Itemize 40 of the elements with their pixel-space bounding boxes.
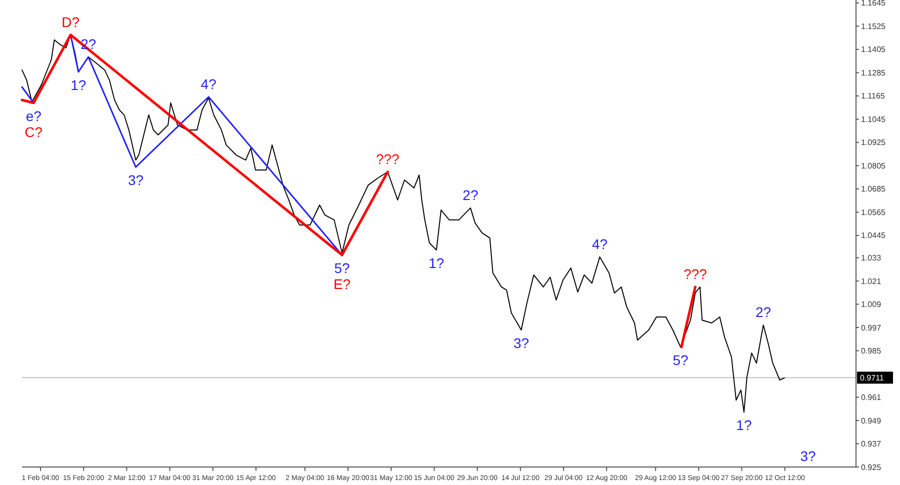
annotation: 3?: [800, 448, 816, 464]
y-tick-label: 1.0445: [861, 231, 886, 240]
ref-line-label: 0.9711: [860, 373, 884, 382]
annotation: ???: [684, 266, 708, 282]
annotation: E?: [333, 276, 351, 292]
y-tick-label: 1.0925: [861, 138, 886, 148]
y-tick-label: 0.925: [861, 462, 882, 472]
annotation: D?: [62, 14, 80, 30]
y-tick-label: 1.1525: [861, 22, 886, 31]
annotation: C?: [24, 124, 43, 140]
annotation: 4?: [200, 76, 217, 92]
y-tick-label: 1.033: [861, 254, 882, 263]
annotation: 1?: [70, 76, 86, 93]
annotation: e?: [26, 108, 42, 124]
y-tick-label: 1.0805: [861, 161, 886, 170]
y-tick-label: 1.021: [861, 276, 882, 286]
annotation: 4?: [592, 236, 608, 252]
annotation: 3?: [513, 335, 530, 351]
y-tick-label: 0.997: [861, 323, 882, 332]
y-tick-label: 1.1405: [861, 45, 886, 54]
annotation: 5?: [672, 352, 689, 368]
annotation: ???: [376, 150, 400, 167]
y-tick-label: 1.1285: [861, 68, 886, 78]
y-tick-label: 1.0565: [861, 208, 886, 217]
annotation: 3?: [128, 172, 144, 188]
annotation: 5?: [334, 260, 350, 276]
y-tick-label: 1.009: [861, 300, 882, 310]
annotation: 1?: [736, 417, 752, 434]
annotation: 2?: [462, 186, 478, 203]
y-tick-label: 1.0685: [861, 184, 886, 194]
annotation: 2?: [80, 36, 96, 52]
y-tick-label: 0.985: [861, 346, 882, 356]
y-tick-label: 1.1645: [861, 0, 886, 8]
y-tick-label: 0.937: [861, 440, 882, 449]
y-tick-label: 1.1165: [861, 92, 886, 101]
annotation: 2?: [756, 304, 772, 320]
annotation: 1?: [428, 254, 444, 271]
y-tick-label: 0.961: [861, 393, 882, 402]
y-tick-label: 1.1045: [861, 114, 886, 124]
y-tick-label: 0.949: [861, 416, 882, 426]
